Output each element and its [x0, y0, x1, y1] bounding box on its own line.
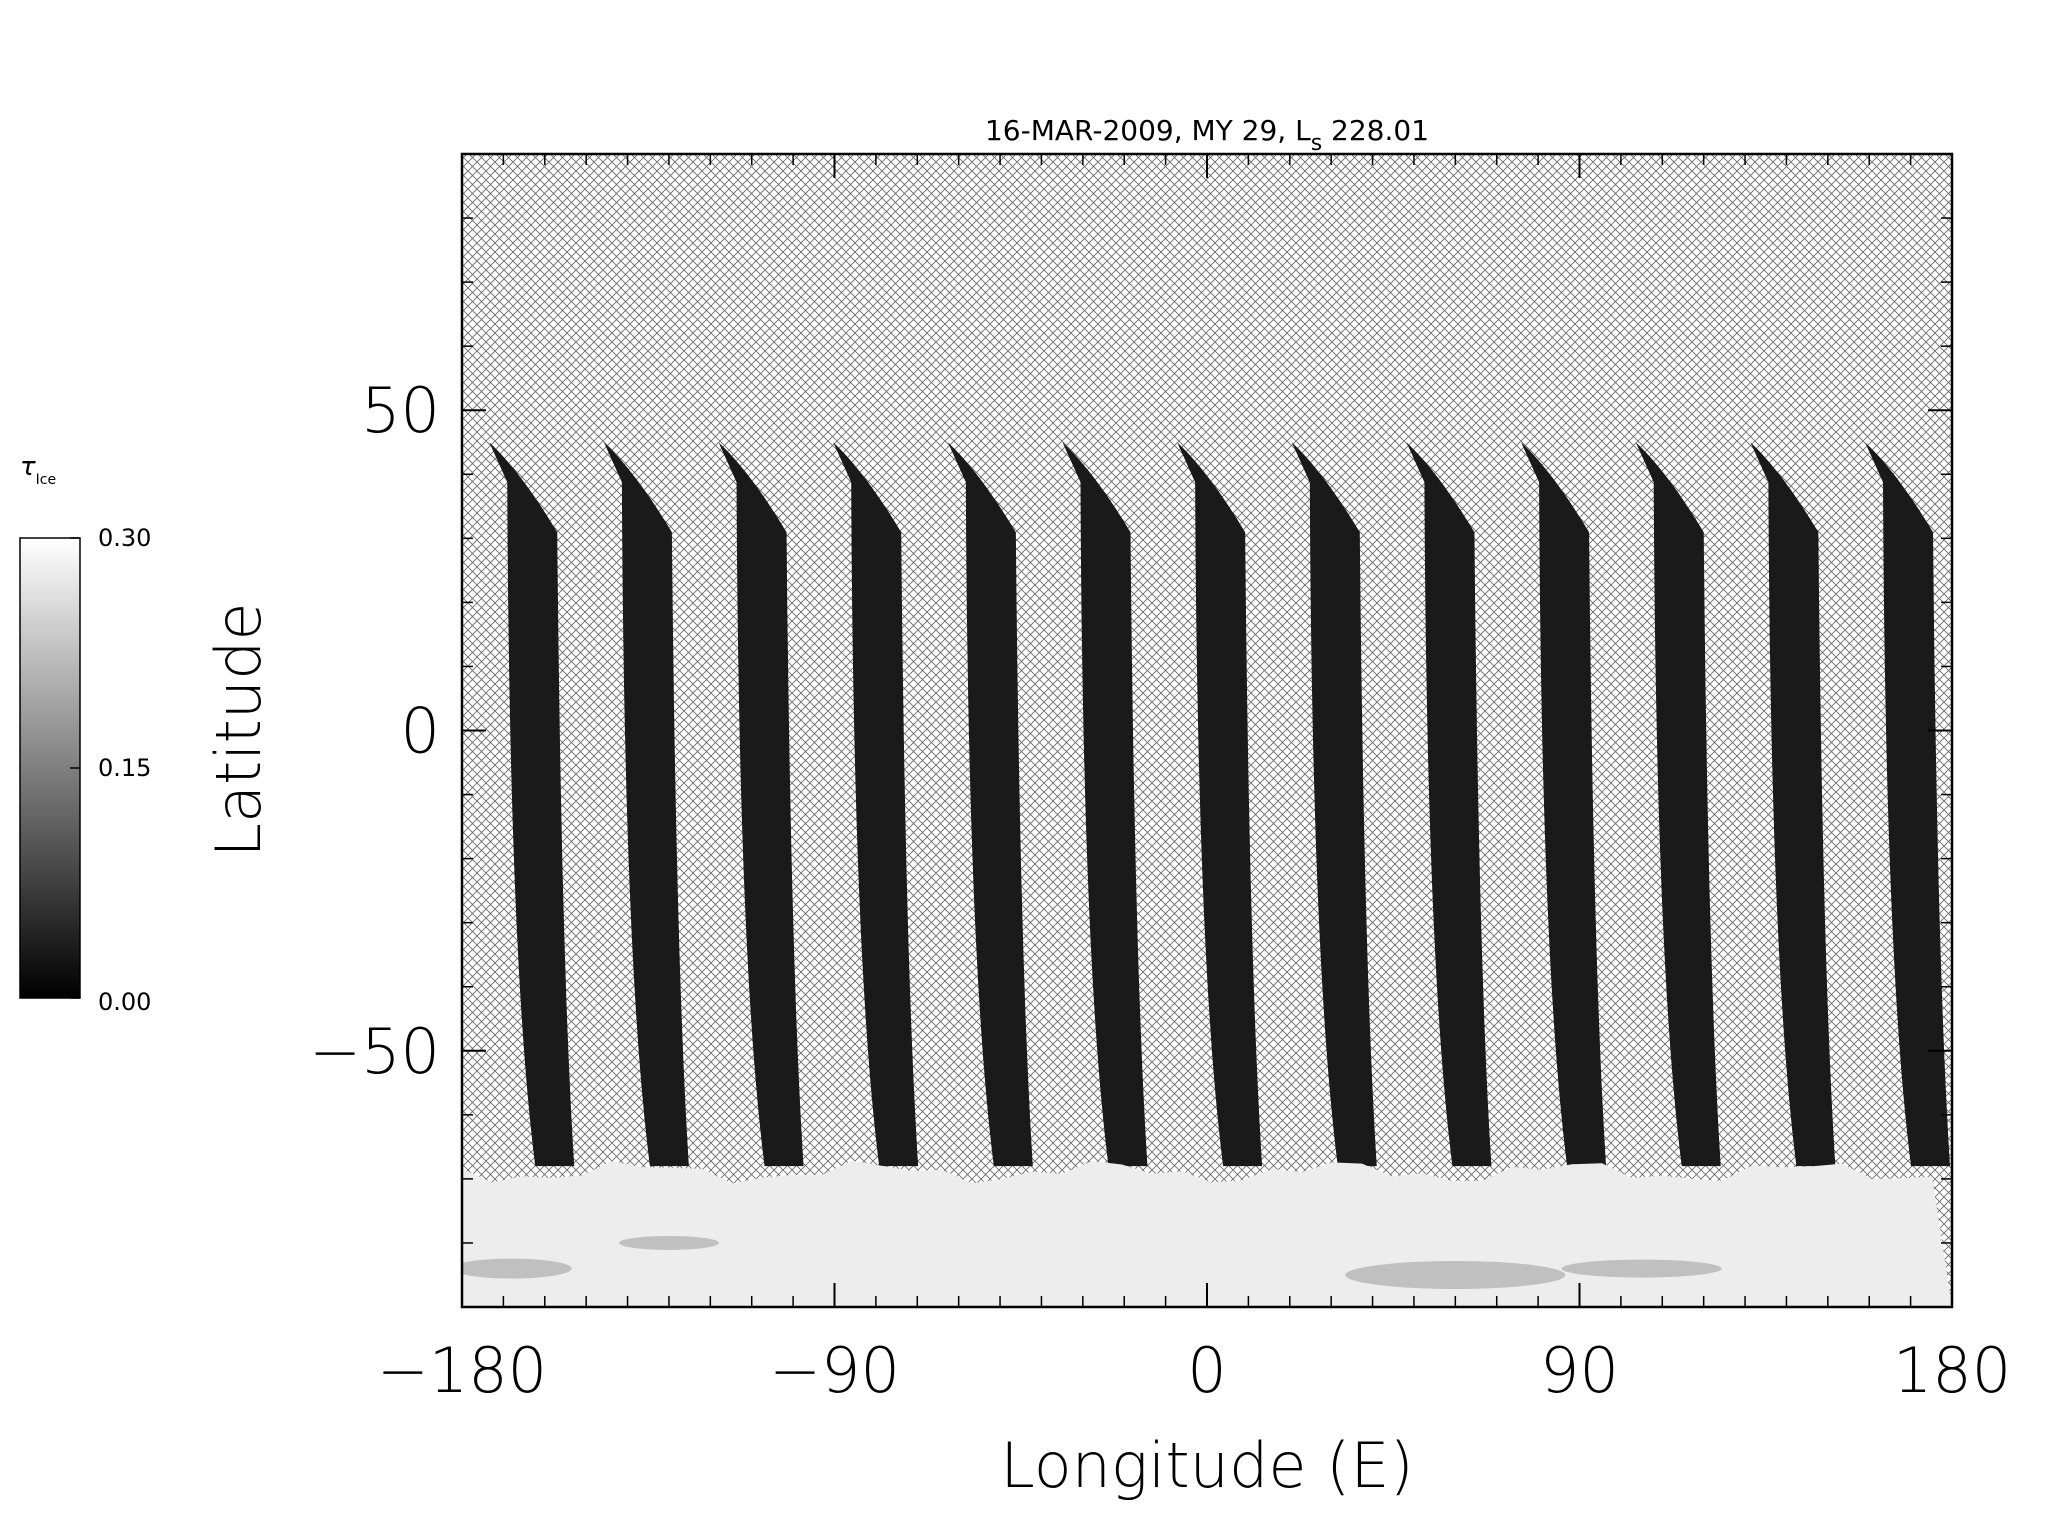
x-axis-ticks: −180 −90 0 90 180 [377, 154, 2011, 1407]
colorbar-ticks: 0.30 0.15 0.00 [70, 524, 151, 1016]
observation-swath [718, 442, 804, 1167]
y-tick-label: 0 [401, 695, 440, 768]
polar-texture-patch [1345, 1260, 1566, 1289]
x-tick-label: 90 [1540, 1334, 1619, 1407]
observation-swath [1865, 442, 1951, 1167]
x-tick-label: 0 [1187, 1334, 1226, 1407]
observation-swath [1521, 442, 1607, 1167]
observation-swath [603, 442, 689, 1167]
observation-swath [1177, 442, 1263, 1167]
plot-area [462, 154, 1952, 1307]
colorbar-tick-label: 0.15 [98, 754, 151, 782]
polar-texture-patch [462, 1258, 572, 1279]
y-axis-label: Latitude [202, 602, 275, 857]
south-polar-ice-region [462, 1160, 1952, 1307]
observation-swaths [489, 442, 1951, 1167]
observation-swath [1750, 442, 1836, 1167]
y-tick-label: −50 [309, 1015, 440, 1088]
observation-swath [833, 442, 919, 1167]
observation-swath [1062, 442, 1148, 1167]
chart-title: 16-MAR-2009, MY 29, Ls 228.01 [985, 114, 1429, 156]
colorbar-tick-label: 0.30 [98, 524, 151, 552]
title-subscript: s [1311, 131, 1322, 156]
x-tick-label: −180 [377, 1334, 547, 1407]
observation-swath [1635, 442, 1721, 1167]
x-axis-label: Longitude (E) [1000, 1429, 1413, 1502]
colorbar-tick-label: 0.00 [98, 988, 151, 1016]
observation-swath [947, 442, 1033, 1167]
observation-swath [1291, 442, 1377, 1167]
y-tick-label: 50 [361, 374, 440, 447]
x-tick-label: 180 [1893, 1334, 2011, 1407]
colorbar-label: τIce [20, 452, 56, 488]
polar-texture-patch [1561, 1259, 1722, 1278]
polar-texture-patch [618, 1235, 719, 1250]
observation-swath [489, 442, 575, 1167]
observation-swath [1406, 442, 1492, 1167]
y-axis-ticks: −50 0 50 [309, 217, 1952, 1244]
x-tick-label: −90 [769, 1334, 900, 1407]
colorbar: τIce 0.30 0.15 0.00 [19, 452, 151, 1016]
